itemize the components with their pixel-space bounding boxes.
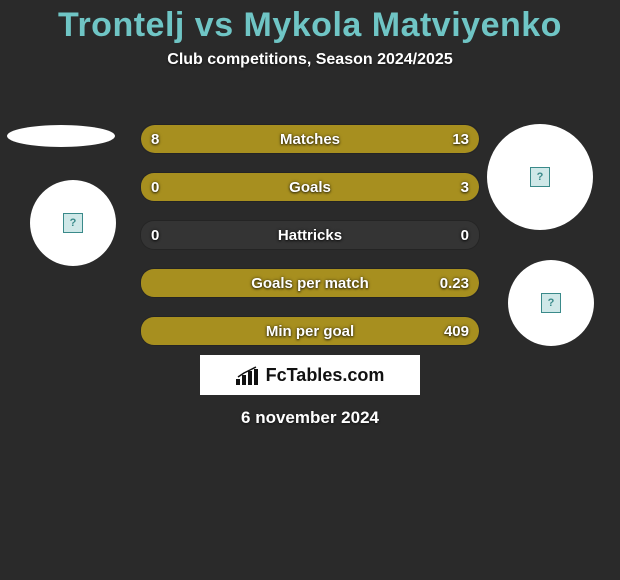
stat-right-value: 13 [452,125,469,153]
stat-label: Matches [141,125,479,153]
stat-row: Goals0 3 [140,172,480,202]
stat-row: Min per goal409 [140,316,480,346]
stat-label: Min per goal [141,317,479,345]
stat-right-value: 0 [461,221,469,249]
stat-row: Goals per match0.23 [140,268,480,298]
placeholder-icon: ? [541,293,561,313]
bar-icon [236,365,260,385]
subtitle: Club competitions, Season 2024/2025 [0,51,620,69]
footer-date: 6 november 2024 [0,408,620,428]
stat-rows: Matches813Goals03Hattricks00Goals per ma… [140,124,480,364]
logo-box: FcTables.com [200,355,420,395]
player-right-badge: ? [487,124,593,230]
stat-right-value: 409 [444,317,469,345]
stat-row: Matches8 13 [140,124,480,154]
stat-left-value: 0 [151,221,159,249]
stat-left-value: 8 [151,125,159,153]
placeholder-icon: ? [63,213,83,233]
stat-right-value: 3 [461,173,469,201]
player-left-avatar: ? [30,180,116,266]
player-right-avatar: ? [508,260,594,346]
stat-label: Goals [141,173,479,201]
stat-label: Hattricks [141,221,479,249]
logo-text: FcTables.com [266,365,385,386]
stat-right-value: 0.23 [440,269,469,297]
comparison-card: Trontelj vs Mykola Matviyenko Club compe… [0,0,620,580]
placeholder-icon: ? [530,167,550,187]
stat-label: Goals per match [141,269,479,297]
player-left-badge [7,125,115,147]
stat-left-value: 0 [151,173,159,201]
stat-row: Hattricks0 0 [140,220,480,250]
page-title: Trontelj vs Mykola Matviyenko [0,0,620,45]
